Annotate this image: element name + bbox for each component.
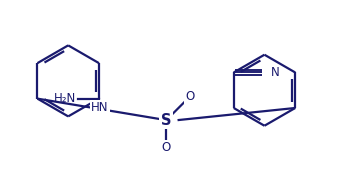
- Text: S: S: [161, 113, 172, 128]
- Text: O: O: [162, 141, 171, 154]
- Text: N: N: [271, 66, 280, 79]
- Text: O: O: [185, 90, 194, 103]
- Text: HN: HN: [91, 101, 109, 114]
- Text: H₂N: H₂N: [54, 92, 77, 105]
